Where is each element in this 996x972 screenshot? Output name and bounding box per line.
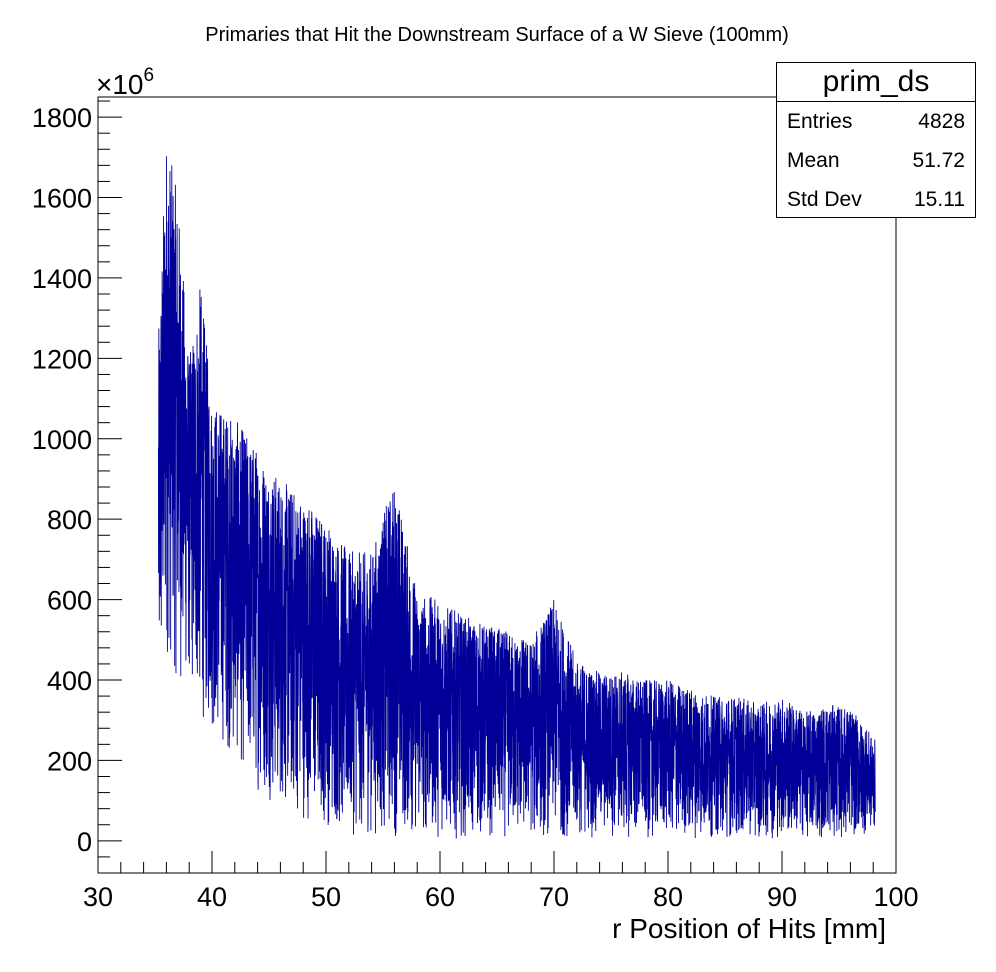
x-tick-label: 70 [539,882,569,912]
y-tick-label: 1400 [32,264,92,294]
y-tick-label: 600 [47,586,92,616]
axes: 30 40 50 60 70 80 90 10002004006008001000120014… [32,100,919,912]
x-tick-label: 90 [767,882,797,912]
y-axis-exponent: ×106 [96,65,154,100]
stats-value: 4828 [918,110,965,133]
y-tick-label: 1200 [32,344,92,374]
plot-area-border [97,96,897,874]
histogram-bars [157,156,876,839]
stats-title: prim_ds [777,63,975,102]
y-tick-label: 1800 [32,103,92,133]
stats-label: Mean [787,149,840,172]
y-tick-label: 800 [47,505,92,535]
stats-row-mean: Mean 51.72 [777,141,975,180]
stats-box: prim_ds Entries 4828 Mean 51.72 Std Dev … [776,62,976,218]
x-tick-label: 80 [653,882,683,912]
stats-row-entries: Entries 4828 [777,102,975,141]
x-tick-label: 100 [873,882,918,912]
stats-value: 15.11 [914,188,965,211]
stats-label: Std Dev [787,188,862,211]
y-tick-label: 0 [77,827,92,857]
y-tick-label: 1000 [32,425,92,455]
x-tick-label: 50 [311,882,341,912]
x-tick-label: 40 [197,882,227,912]
stats-row-stddev: Std Dev 15.11 [777,180,975,219]
x-tick-label: 60 [425,882,455,912]
y-tick-label: 200 [47,746,92,776]
chart-title: Primaries that Hit the Downstream Surfac… [205,24,789,46]
y-tick-label: 1600 [32,184,92,214]
plot-frame [97,96,897,874]
stats-label: Entries [787,110,853,133]
y-exponent-power: 6 [144,65,155,86]
y-tick-label: 400 [47,666,92,696]
x-axis-label: r Position of Hits [mm] [612,913,886,944]
y-exponent-base: ×10 [96,69,144,100]
histogram-series [157,156,876,839]
stats-value: 51.72 [912,149,965,172]
x-tick-label: 30 [83,882,113,912]
